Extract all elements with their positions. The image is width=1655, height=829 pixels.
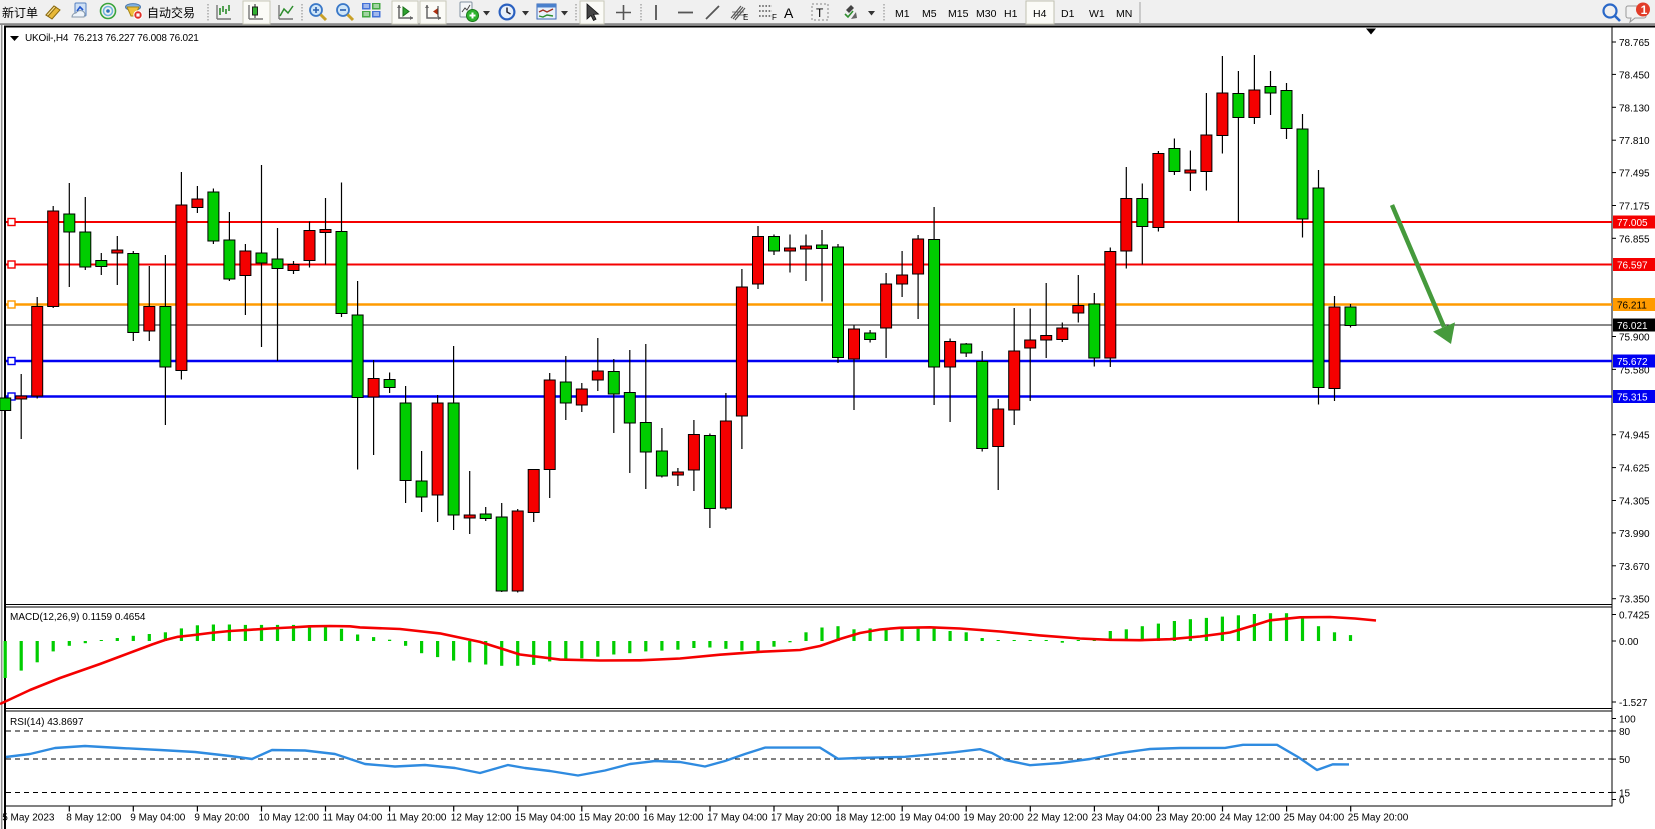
svg-text:W1: W1 bbox=[1089, 8, 1105, 20]
svg-text:5 May 2023: 5 May 2023 bbox=[2, 813, 55, 824]
svg-text:100: 100 bbox=[1619, 715, 1636, 726]
svg-text:H4: H4 bbox=[1033, 8, 1047, 20]
svg-text:73.670: 73.670 bbox=[1619, 562, 1650, 573]
svg-text:77.005: 77.005 bbox=[1617, 218, 1648, 229]
svg-text:74.625: 74.625 bbox=[1619, 464, 1650, 475]
svg-text:0.7425: 0.7425 bbox=[1619, 611, 1650, 622]
svg-text:8 May 12:00: 8 May 12:00 bbox=[66, 813, 121, 824]
svg-text:75.900: 75.900 bbox=[1619, 333, 1650, 344]
svg-text:UKOil-,H4 76.213 76.227 76.00: UKOil-,H4 76.213 76.227 76.008 76.021 bbox=[25, 33, 199, 44]
svg-text:74.945: 74.945 bbox=[1619, 431, 1650, 442]
svg-text:76.211: 76.211 bbox=[1617, 301, 1647, 312]
svg-text:77.810: 77.810 bbox=[1619, 136, 1650, 147]
svg-text:25 May 20:00: 25 May 20:00 bbox=[1348, 813, 1409, 824]
svg-text:9 May 04:00: 9 May 04:00 bbox=[130, 813, 185, 824]
svg-text:T: T bbox=[816, 6, 824, 20]
svg-text:22 May 12:00: 22 May 12:00 bbox=[1027, 813, 1088, 824]
svg-text:10 May 12:00: 10 May 12:00 bbox=[259, 813, 320, 824]
svg-text:78.765: 78.765 bbox=[1619, 38, 1650, 49]
svg-text:E: E bbox=[743, 13, 748, 22]
svg-text:80: 80 bbox=[1619, 727, 1631, 738]
svg-text:15: 15 bbox=[1619, 788, 1631, 799]
svg-text:-1.527: -1.527 bbox=[1619, 698, 1648, 709]
svg-text:15 May 04:00: 15 May 04:00 bbox=[515, 813, 576, 824]
svg-text:76.021: 76.021 bbox=[1617, 321, 1648, 332]
svg-text:新订单: 新订单 bbox=[2, 5, 38, 20]
svg-text:74.305: 74.305 bbox=[1619, 497, 1650, 508]
svg-text:78.450: 78.450 bbox=[1619, 70, 1650, 81]
svg-text:H1: H1 bbox=[1004, 8, 1018, 20]
svg-text:M5: M5 bbox=[922, 8, 937, 20]
svg-text:MN: MN bbox=[1116, 8, 1132, 20]
svg-text:24 May 12:00: 24 May 12:00 bbox=[1220, 813, 1281, 824]
svg-text:自动交易: 自动交易 bbox=[147, 5, 195, 20]
svg-text:19 May 04:00: 19 May 04:00 bbox=[899, 813, 960, 824]
svg-text:12 May 12:00: 12 May 12:00 bbox=[451, 813, 512, 824]
svg-text:17 May 04:00: 17 May 04:00 bbox=[707, 813, 768, 824]
svg-text:77.175: 77.175 bbox=[1619, 202, 1650, 213]
svg-text:F: F bbox=[772, 13, 777, 22]
svg-text:1: 1 bbox=[1641, 3, 1648, 17]
svg-text:0.00: 0.00 bbox=[1619, 637, 1639, 648]
svg-text:RSI(14) 43.8697: RSI(14) 43.8697 bbox=[10, 717, 84, 728]
svg-text:23 May 20:00: 23 May 20:00 bbox=[1156, 813, 1217, 824]
svg-text:A: A bbox=[784, 5, 794, 21]
svg-text:76.597: 76.597 bbox=[1617, 261, 1648, 272]
svg-text:50: 50 bbox=[1619, 755, 1631, 766]
svg-text:M15: M15 bbox=[948, 8, 969, 20]
svg-text:15 May 20:00: 15 May 20:00 bbox=[579, 813, 640, 824]
svg-text:78.130: 78.130 bbox=[1619, 103, 1650, 114]
svg-text:23 May 04:00: 23 May 04:00 bbox=[1091, 813, 1152, 824]
svg-text:73.990: 73.990 bbox=[1619, 529, 1650, 540]
svg-text:75.315: 75.315 bbox=[1617, 393, 1648, 404]
svg-text:D1: D1 bbox=[1061, 8, 1075, 20]
svg-text:0: 0 bbox=[1619, 796, 1625, 807]
svg-text:9 May 20:00: 9 May 20:00 bbox=[194, 813, 249, 824]
svg-text:M1: M1 bbox=[895, 8, 910, 20]
svg-text:75.672: 75.672 bbox=[1617, 357, 1648, 368]
svg-text:76.855: 76.855 bbox=[1619, 234, 1650, 245]
svg-text:73.350: 73.350 bbox=[1619, 595, 1650, 606]
svg-text:77.495: 77.495 bbox=[1619, 169, 1650, 180]
svg-text:19 May 20:00: 19 May 20:00 bbox=[963, 813, 1024, 824]
svg-text:18 May 12:00: 18 May 12:00 bbox=[835, 813, 896, 824]
svg-text:M30: M30 bbox=[976, 8, 997, 20]
svg-text:11 May 20:00: 11 May 20:00 bbox=[387, 813, 447, 824]
svg-text:17 May 20:00: 17 May 20:00 bbox=[771, 813, 832, 824]
svg-text:16 May 12:00: 16 May 12:00 bbox=[643, 813, 704, 824]
svg-text:75.580: 75.580 bbox=[1619, 365, 1650, 376]
svg-text:MACD(12,26,9) 0.1159 0.4654: MACD(12,26,9) 0.1159 0.4654 bbox=[10, 612, 146, 623]
svg-text:25 May 04:00: 25 May 04:00 bbox=[1284, 813, 1345, 824]
svg-text:11 May 04:00: 11 May 04:00 bbox=[323, 813, 383, 824]
